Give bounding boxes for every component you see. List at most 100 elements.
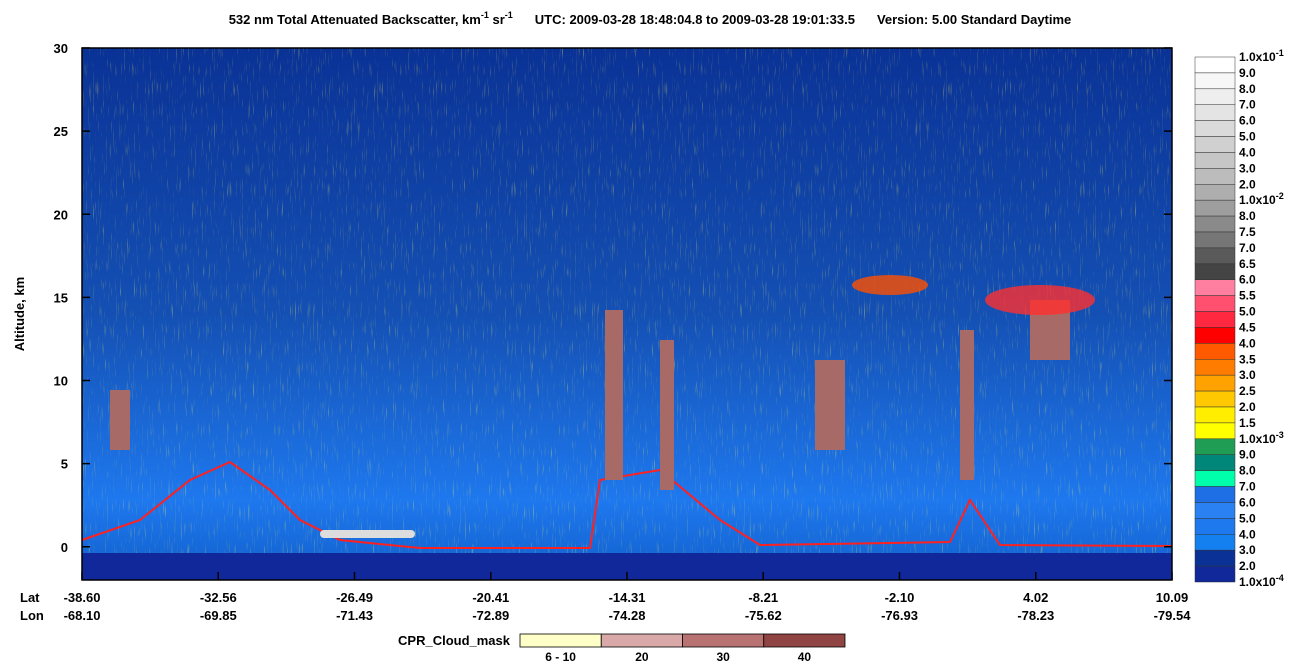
colorbar-bin xyxy=(1194,72,1236,90)
colorbar-label-text: 3.0 xyxy=(1239,543,1256,557)
mask-swatch xyxy=(519,633,602,648)
y-tick-label: 30 xyxy=(54,41,68,56)
colorbar-bin xyxy=(1194,327,1236,344)
y-tick-label: 0 xyxy=(61,540,68,555)
colorbar-label: 6.0 xyxy=(1239,273,1256,287)
colorbar-label-text: 3.5 xyxy=(1239,352,1256,366)
colorbar-label-text: 1.0x10 xyxy=(1239,50,1276,64)
colorbar-label-text: 6.0 xyxy=(1239,114,1256,128)
colorbar-label-text: 7.0 xyxy=(1239,480,1256,494)
lon-tick-label: -75.62 xyxy=(745,608,782,623)
lon-tick-label: -72.89 xyxy=(472,608,509,623)
colorbar-bin xyxy=(1194,518,1236,535)
colorbar-label-text: 1.0x10 xyxy=(1239,193,1276,207)
colorbar-bin xyxy=(1194,231,1236,249)
colorbar-label-text: 8.0 xyxy=(1239,209,1256,223)
mask-label: 6 - 10 xyxy=(545,650,576,664)
colorbar-label-text: 4.5 xyxy=(1239,320,1256,334)
colorbar-label-text: 4.0 xyxy=(1239,145,1256,159)
colorbar-bin xyxy=(1194,136,1236,153)
colorbar-label: 7.5 xyxy=(1239,225,1256,239)
colorbar-bin xyxy=(1194,199,1236,217)
colorbar-label: 6.0 xyxy=(1239,114,1256,128)
colorbar-label-text: 2.0 xyxy=(1239,400,1256,414)
colorbar-bin xyxy=(1194,549,1236,567)
colorbar-bin xyxy=(1194,247,1236,265)
colorbar-label-text: 2.0 xyxy=(1239,177,1256,191)
y-tick-label: 20 xyxy=(54,207,68,222)
y-tick-label: 10 xyxy=(54,374,68,389)
colorbar-bin xyxy=(1194,184,1236,201)
colorbar-label: 9.0 xyxy=(1239,448,1256,462)
colorbar-label: 5.0 xyxy=(1239,511,1256,525)
colorbar-label: 1.0x10-2 xyxy=(1239,191,1284,207)
lat-tick-label: 4.02 xyxy=(1023,590,1048,605)
colorbar-label-text: 1.0x10 xyxy=(1239,432,1276,446)
colorbar-bin xyxy=(1194,56,1236,74)
colorbar-bin xyxy=(1194,565,1236,583)
lat-tick-label: -8.21 xyxy=(748,590,778,605)
colorbar-bin xyxy=(1194,295,1236,312)
colorbar-label: 4.0 xyxy=(1239,527,1256,541)
lon-tick-label: -76.93 xyxy=(881,608,918,623)
mask-swatch xyxy=(763,633,846,648)
colorbar-label-text: 5.0 xyxy=(1239,305,1256,319)
lat-tick-label: -38.60 xyxy=(64,590,101,605)
colorbar-label-exp: -4 xyxy=(1276,573,1284,583)
mask-swatch xyxy=(682,633,765,648)
colorbar-bin xyxy=(1194,359,1236,376)
mask-label: 40 xyxy=(798,650,812,664)
colorbar-bin xyxy=(1194,422,1236,440)
colorbar-bin xyxy=(1194,534,1236,551)
colorbar-label-text: 1.5 xyxy=(1239,416,1256,430)
colorbar-bin xyxy=(1194,470,1236,487)
y-tick-label: 5 xyxy=(61,457,68,472)
colorbar-label-text: 9.0 xyxy=(1239,66,1256,80)
colorbar-label: 8.0 xyxy=(1239,209,1256,223)
y-tick-label: 25 xyxy=(54,124,68,139)
lon-tick-label: -69.85 xyxy=(200,608,237,623)
colorbar-label-text: 4.0 xyxy=(1239,527,1256,541)
colorbar-label: 8.0 xyxy=(1239,82,1256,96)
colorbar-label-text: 5.0 xyxy=(1239,130,1256,144)
mask-swatch xyxy=(600,633,683,648)
lat-tick-label: -14.31 xyxy=(609,590,646,605)
lon-tick-label: -79.54 xyxy=(1154,608,1192,623)
y-axis-label: Altitude, km xyxy=(12,277,27,351)
colorbar-bin xyxy=(1194,343,1236,360)
colorbar-label: 5.5 xyxy=(1239,289,1256,303)
colorbar-label-text: 1.0x10 xyxy=(1239,575,1276,589)
lon-tick-label: -78.23 xyxy=(1017,608,1054,623)
lat-tick-label: -2.10 xyxy=(885,590,915,605)
colorbar-label: 8.0 xyxy=(1239,464,1256,478)
colorbar-label: 6.0 xyxy=(1239,495,1256,509)
colorbar-label-text: 8.0 xyxy=(1239,82,1256,96)
chart-title: 532 nm Total Attenuated Backscatter, km-… xyxy=(229,10,1072,27)
colorbar-label: 3.0 xyxy=(1239,161,1256,175)
colorbar-label-exp: -1 xyxy=(1276,48,1284,58)
colorbar-label: 3.0 xyxy=(1239,543,1256,557)
colorbar-label-text: 8.0 xyxy=(1239,464,1256,478)
colorbar-label: 3.0 xyxy=(1239,368,1256,382)
colorbar-bin xyxy=(1194,486,1236,503)
colorbar-bin xyxy=(1194,311,1236,328)
colorbar-bin xyxy=(1194,390,1236,408)
lon-tick-label: -74.28 xyxy=(609,608,646,623)
lon-label: Lon xyxy=(20,608,44,623)
colorbar-bin xyxy=(1194,88,1236,105)
colorbar-label-text: 2.0 xyxy=(1239,559,1256,573)
lat-tick-label: 10.09 xyxy=(1156,590,1189,605)
colorbar-label: 4.0 xyxy=(1239,336,1256,350)
colorbar-label: 2.0 xyxy=(1239,177,1256,191)
colorbar-label-text: 5.5 xyxy=(1239,289,1256,303)
lat-tick-label: -32.56 xyxy=(200,590,237,605)
colorbar-label: 3.5 xyxy=(1239,352,1256,366)
colorbar-label: 1.0x10-3 xyxy=(1239,430,1284,446)
lon-tick-label: -71.43 xyxy=(336,608,373,623)
mask-legend-title: CPR_Cloud_mask xyxy=(398,633,511,648)
colorbar-label-exp: -3 xyxy=(1276,430,1284,440)
colorbar-label: 2.5 xyxy=(1239,384,1256,398)
colorbar-label-text: 2.5 xyxy=(1239,384,1256,398)
utc-range: UTC: 2009-03-28 18:48:04.8 to 2009-03-28… xyxy=(535,12,855,27)
